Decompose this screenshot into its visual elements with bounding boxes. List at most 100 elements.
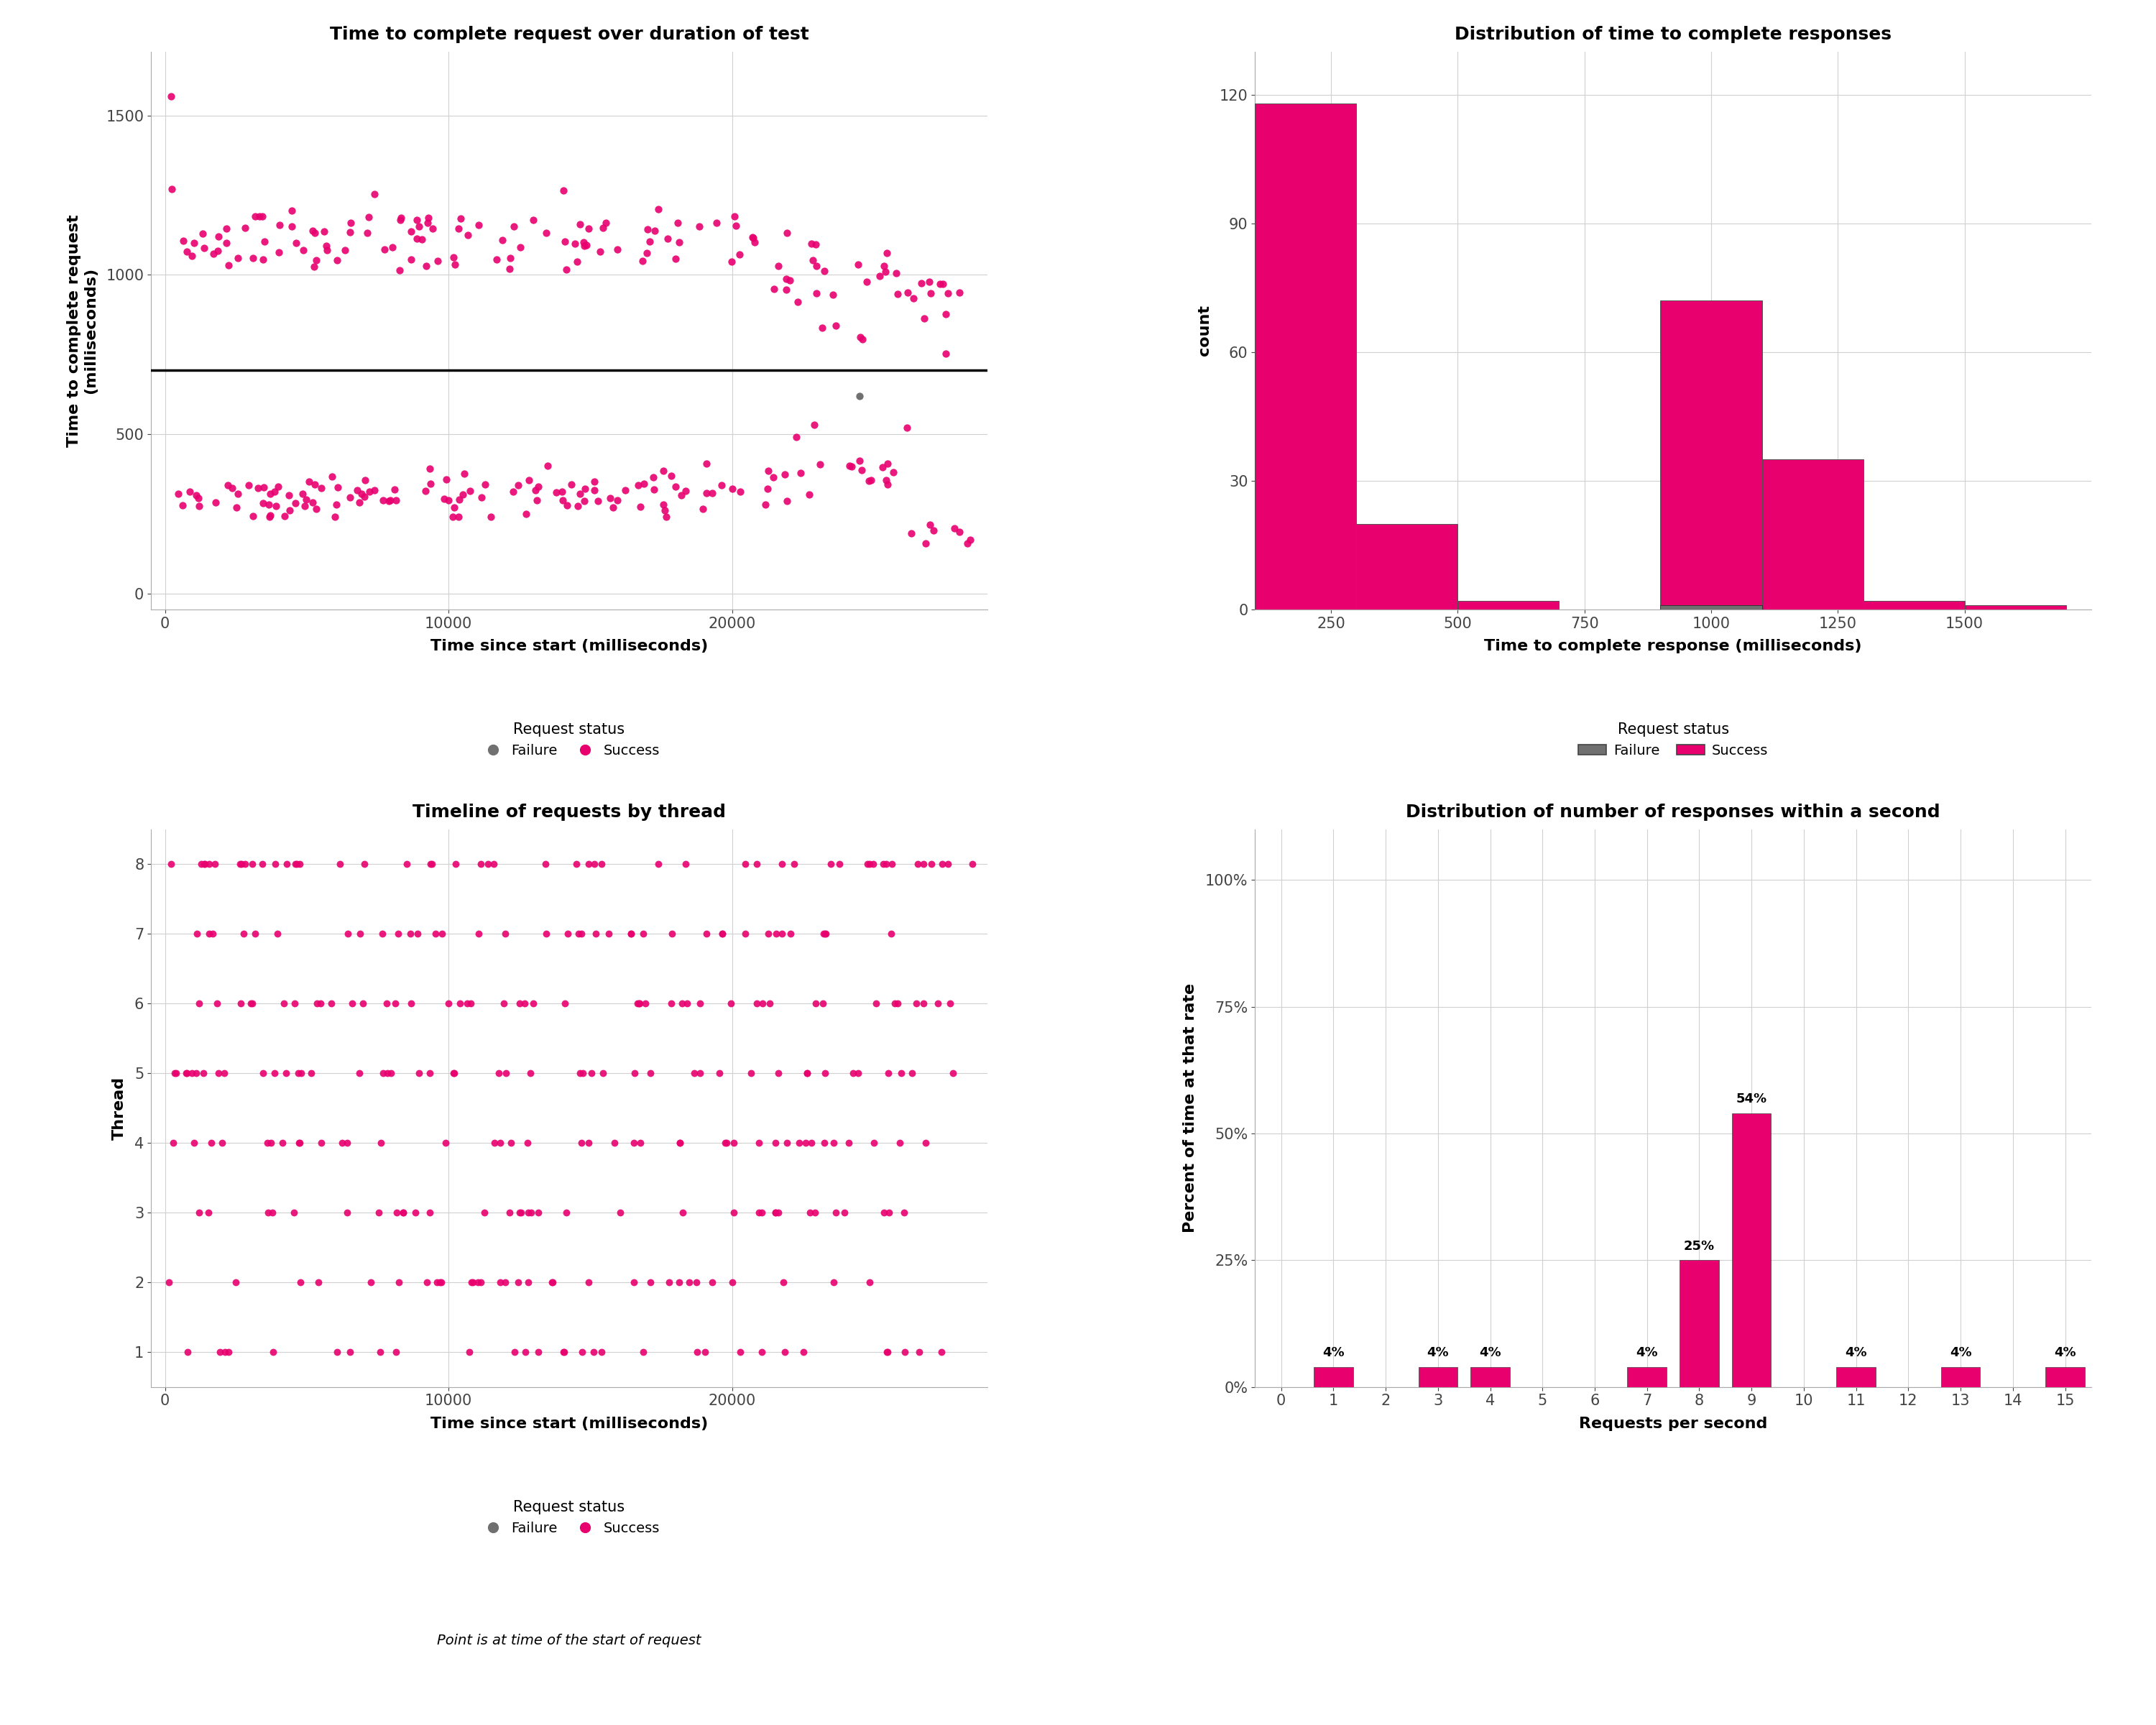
Point: [343, 1059, 377, 1087]
Point: [291, 467, 326, 495]
Point: [578, 850, 612, 878]
Point: [636, 464, 671, 492]
Point: [181, 493, 216, 521]
Point: [496, 212, 530, 240]
Point: [757, 464, 791, 492]
Point: [761, 1199, 796, 1226]
Point: [334, 209, 369, 236]
Point: [690, 450, 724, 478]
Y-axis label: Time to complete request
(milliseconds): Time to complete request (milliseconds): [67, 214, 97, 447]
Point: [351, 478, 386, 505]
Point: [886, 1199, 921, 1226]
Point: [476, 1130, 511, 1157]
Legend: Failure, Success: Failure, Success: [1574, 718, 1774, 762]
Point: [442, 504, 476, 531]
Point: [201, 238, 235, 266]
Point: [185, 221, 220, 248]
Point: [177, 229, 211, 257]
Point: [257, 1059, 291, 1087]
Point: [369, 990, 403, 1018]
Point: [412, 204, 446, 231]
Point: [752, 990, 787, 1018]
Point: [793, 1130, 828, 1157]
Point: [373, 1059, 407, 1087]
Point: [196, 919, 231, 947]
Point: [496, 478, 530, 505]
Text: 25%: 25%: [1684, 1240, 1714, 1252]
Point: [265, 1130, 300, 1157]
Point: [405, 226, 440, 254]
Point: [768, 461, 802, 488]
Point: [716, 1130, 750, 1157]
Text: 4%: 4%: [1636, 1346, 1658, 1359]
Point: [319, 492, 354, 519]
Point: [468, 471, 502, 499]
Point: [740, 990, 774, 1018]
Point: [500, 471, 535, 499]
Point: [474, 504, 509, 531]
Point: [925, 850, 959, 878]
Point: [929, 300, 964, 328]
Point: [157, 1059, 192, 1087]
Point: [438, 493, 472, 521]
Point: [699, 209, 733, 236]
Point: [595, 493, 630, 521]
Point: [520, 486, 554, 514]
Point: [722, 478, 757, 505]
Point: [621, 990, 655, 1018]
Point: [897, 285, 931, 312]
Point: [942, 518, 977, 545]
Point: [550, 255, 584, 283]
Point: [246, 1059, 280, 1087]
Point: [246, 202, 280, 229]
Point: [246, 474, 280, 502]
Point: [446, 459, 481, 486]
Point: [871, 1059, 906, 1087]
Point: [798, 231, 832, 259]
Point: [550, 1199, 584, 1226]
Bar: [1356, 524, 1457, 609]
Point: [487, 919, 522, 947]
Point: [565, 1059, 599, 1087]
Point: [854, 466, 888, 493]
Point: [282, 1268, 317, 1295]
Point: [420, 247, 455, 274]
Point: [233, 990, 267, 1018]
Point: [770, 488, 804, 516]
Point: [211, 471, 246, 499]
Point: [888, 1339, 923, 1366]
Point: [272, 481, 306, 509]
Point: [278, 850, 313, 878]
Point: [412, 454, 446, 481]
Point: [578, 476, 612, 504]
Point: [461, 919, 496, 947]
Point: [170, 1059, 205, 1087]
Point: [254, 1199, 289, 1226]
Point: [395, 217, 429, 245]
Point: [806, 257, 841, 285]
Point: [442, 485, 476, 512]
Point: [535, 1268, 569, 1295]
Point: [895, 1059, 929, 1087]
Point: [768, 1339, 802, 1366]
Point: [714, 247, 748, 274]
Point: [867, 850, 901, 878]
Point: [343, 919, 377, 947]
Point: [522, 1199, 556, 1226]
Point: [912, 269, 946, 297]
Point: [209, 229, 244, 257]
Point: [791, 481, 826, 509]
Point: [399, 224, 433, 252]
Point: [798, 1199, 832, 1226]
Point: [871, 471, 906, 499]
Point: [843, 323, 877, 350]
Point: [729, 919, 763, 947]
Point: [453, 476, 487, 504]
Point: [599, 486, 634, 514]
Point: [787, 1339, 821, 1366]
Point: [246, 850, 280, 878]
Point: [151, 1268, 185, 1295]
Point: [716, 1268, 750, 1295]
Point: [252, 490, 287, 518]
Point: [567, 486, 602, 514]
